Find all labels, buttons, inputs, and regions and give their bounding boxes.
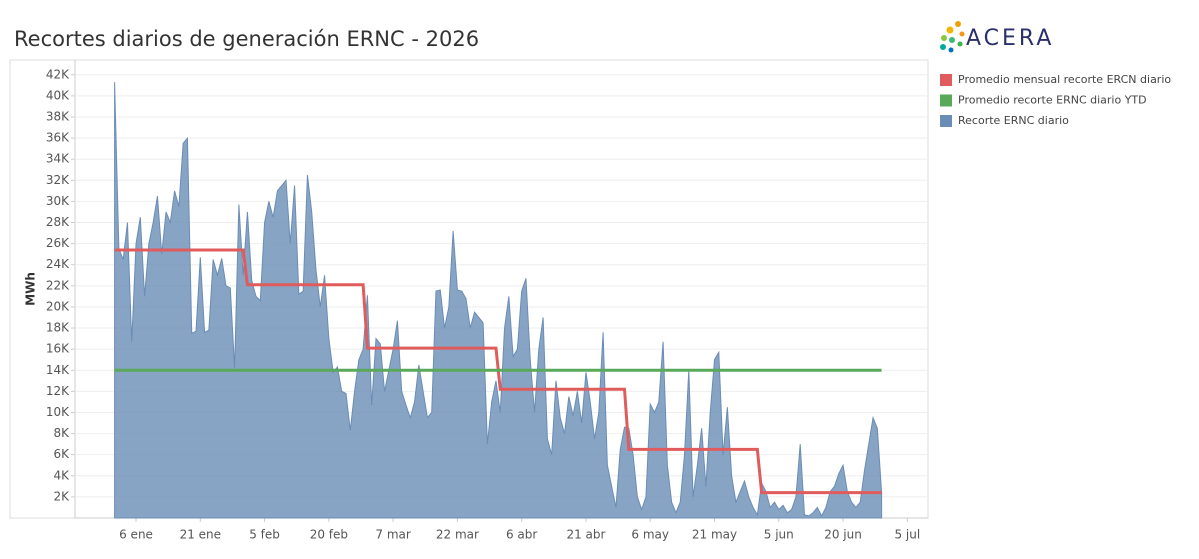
y-tick-label: 36K [46, 131, 70, 145]
x-tick-label: 6 may [631, 528, 669, 542]
y-tick-label: 14K [46, 363, 70, 377]
brand: ACERA [966, 26, 1054, 51]
x-tick-label: 7 mar [375, 528, 410, 542]
plot: 2K 4K 6K 8K 10K 12K 14K 16K 18K 20K 22K 24K 26K 28K 30… [46, 67, 928, 542]
legend-text: Recorte ERNC diario [958, 114, 1069, 127]
legend-swatch [940, 115, 952, 127]
legend: Promedio mensual recorte ERCN diario Prom… [940, 73, 1171, 127]
y-tick-label: 12K [46, 384, 70, 398]
y-tick-label: 4K [53, 468, 70, 482]
x-tick-label: 6 abr [506, 528, 537, 542]
x-tick-label: 22 mar [436, 528, 479, 542]
x-tick-label: 5 jul [894, 528, 920, 542]
y-tick-label: 22K [46, 278, 70, 292]
y-tick-label: 28K [46, 215, 70, 229]
area [114, 82, 883, 519]
x-tick-label: 21 may [692, 528, 737, 542]
y-tick-label: 10K [46, 405, 70, 419]
y-tick-label: 18K [46, 321, 70, 335]
y-axis-title: MWh [24, 272, 38, 306]
x-tick-label: 21 abr [566, 528, 605, 542]
y-tick-label: 24K [46, 257, 70, 271]
y-tick-label: 2K [53, 489, 70, 503]
y-tick-label: 34K [46, 152, 70, 166]
legend-swatch [940, 74, 952, 86]
y-tick-label: 30K [46, 194, 70, 208]
y-tick-label: 8K [53, 426, 70, 440]
x-tick-label: 5 jun [764, 528, 794, 542]
line [114, 248, 882, 495]
legend-text: Promedio mensual recorte ERCN diario [958, 73, 1171, 86]
y-tick-label: 32K [46, 173, 70, 187]
x-tick-label: 20 feb [310, 528, 348, 542]
y-tick-label: 26K [46, 236, 70, 250]
y-tick-label: 6K [53, 447, 70, 461]
x-tick-label: 6 ene [119, 528, 153, 542]
y-tick-label: 16K [46, 342, 70, 356]
x-tick-label: 20 jun [824, 528, 862, 542]
x-tick-label: 21 ene [180, 528, 221, 542]
y-tick-label: 20K [46, 299, 70, 313]
y-tick-label: 40K [46, 88, 70, 102]
logo [940, 21, 965, 53]
legend-text: Promedio recorte ERNC diario YTD [958, 94, 1147, 107]
legend-swatch [940, 94, 952, 107]
y-tick-label: 38K [46, 109, 70, 123]
x-tick-label: 5 feb [249, 528, 280, 542]
y-tick-label: 42K [46, 67, 70, 81]
chart-title: Recortes diarios de generación ERNC - 20… [14, 27, 479, 51]
